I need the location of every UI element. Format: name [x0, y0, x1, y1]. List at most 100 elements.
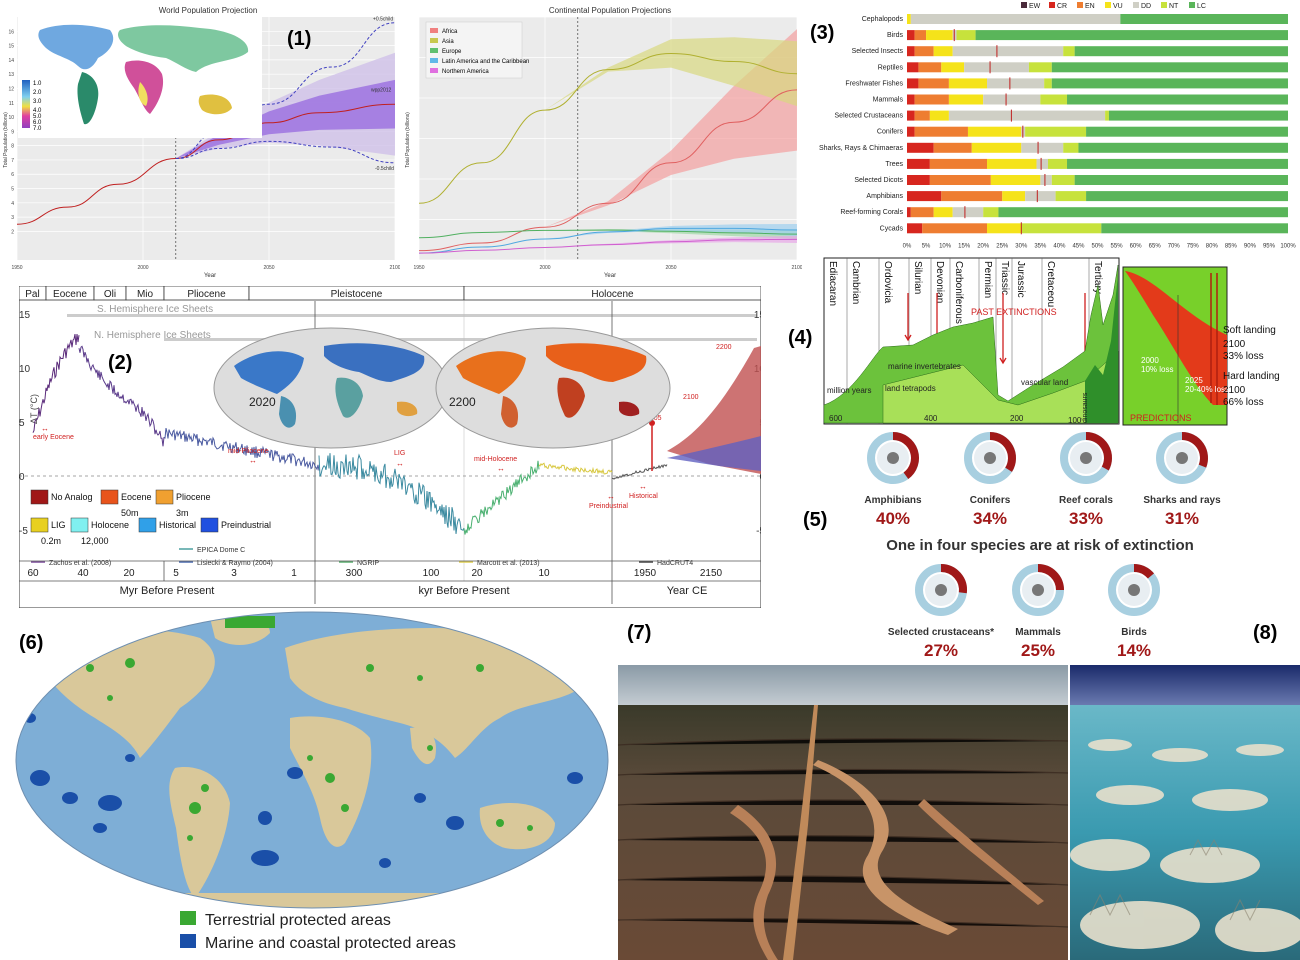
iucn-bar-segment	[929, 110, 949, 121]
risk-headline: One in four species are at risk of extin…	[886, 537, 1194, 554]
svg-text:↔: ↔	[497, 464, 505, 473]
predictions-label: PREDICTIONS	[1130, 413, 1192, 423]
donut-percent: 34%	[973, 509, 1007, 528]
iucn-bar-segment	[1047, 158, 1068, 169]
panel-label-5: (5)	[803, 509, 828, 531]
geologic-period-label: Triassic	[999, 261, 1010, 295]
donut-conifers: Conifers 34%	[964, 432, 1016, 528]
iucn-bar-segment	[1051, 175, 1075, 185]
continental-line-1	[418, 52, 798, 204]
iucn-category-label: Sharks, Rays & Chimaeras	[819, 145, 904, 152]
iucn-bar-segment	[983, 94, 1041, 105]
coral-bleaching-photo	[1070, 665, 1300, 960]
svg-text:↔: ↔	[41, 424, 49, 433]
anno-historical: Historical	[629, 493, 658, 500]
epoch-label: Mio	[137, 289, 154, 300]
iucn-category-label: Birds	[887, 32, 903, 39]
epoch-label: Pliocene	[187, 289, 226, 300]
legend-marine-label: Marine and coastal protected areas	[205, 935, 456, 952]
pred-2000-year: 2000	[1141, 356, 1159, 365]
continental-population-chart: Continental Population Projections Year …	[405, 6, 802, 279]
iucn-bar-segment	[929, 158, 988, 169]
iucn-bar-segment	[1025, 191, 1056, 202]
panel-label-1: (1)	[287, 28, 312, 50]
protected-areas-panel: Terrestrial protected areas Marine and c…	[0, 608, 618, 960]
iucn-bar-segment	[918, 62, 942, 73]
iucn-legend-swatch	[1133, 2, 1139, 8]
paleo-ytick-right: 15	[754, 310, 761, 321]
paleo-ytick-left: 15	[19, 310, 31, 321]
panel-label-8: (8)	[1253, 622, 1278, 644]
paleo-curve-segment	[318, 453, 465, 534]
iucn-bar-segment	[907, 207, 911, 218]
iucn-bar-segment	[971, 142, 1022, 153]
iucn-xtick: 15%	[958, 243, 971, 249]
paleo-legend-sub: 3m	[176, 508, 189, 518]
map-year-2200: 2200	[449, 395, 476, 409]
paleo-legend-label: LIG	[51, 520, 66, 530]
iucn-bar-segment	[987, 158, 1037, 169]
paleo-source-label: NGRIP	[357, 560, 380, 567]
paleo-source-label: Lisiecki & Raymo (2004)	[197, 560, 273, 567]
iucn-bar-segment	[975, 30, 1288, 41]
donut-sharks-and-rays: Sharks and rays 31%	[1143, 432, 1221, 528]
iucn-bar-segment	[1063, 46, 1075, 57]
soft-landing-loss: 33% loss	[1223, 351, 1264, 362]
world-pop-xlabel: Year	[204, 273, 216, 279]
axis-600: 600	[829, 414, 843, 423]
iucn-bar-segment	[914, 110, 930, 121]
world-pop-ytick: 13	[8, 72, 14, 78]
paleo-ytick-left: -5	[19, 526, 28, 537]
paleo-legend-swatch	[30, 517, 49, 533]
iucn-xtick: 90%	[1244, 243, 1257, 249]
paleo-xtick: 100	[423, 568, 440, 579]
svg-text:↔: ↔	[249, 456, 257, 465]
iucn-bar-segment	[1067, 158, 1288, 169]
hard-landing-label: Hard landing	[1223, 371, 1280, 382]
epoch-label: Pal	[25, 289, 39, 300]
donut-percent: 31%	[1165, 509, 1199, 528]
iucn-bar-segment	[948, 110, 1106, 121]
iucn-bar-segment	[1120, 14, 1288, 24]
map-2020: 2020	[213, 327, 449, 449]
iucn-category-label: Selected Crustaceans	[835, 113, 904, 120]
iucn-bar-segment	[998, 207, 1288, 218]
legend-marine-swatch	[180, 934, 196, 948]
paleo-legend-swatch	[155, 489, 174, 505]
iucn-xtick: 50%	[1091, 243, 1104, 249]
map-legend-tick-7: 7.0	[33, 126, 42, 132]
world-pop-ytick: 5	[11, 187, 14, 193]
pred-2025-year: 2025	[1185, 376, 1203, 385]
paleo-legend-label: Holocene	[91, 520, 129, 530]
donut-percent: 14%	[1117, 641, 1151, 660]
geologic-period-label: Ediacaran	[827, 261, 838, 306]
iucn-category-label: Selected Dicots	[854, 177, 903, 184]
iucn-bar-segment	[1040, 175, 1052, 185]
iucn-bar-segment	[1086, 126, 1288, 137]
iucn-bar-segment	[1074, 46, 1288, 57]
continental-legend: Africa Asia Europe Latin America and the…	[425, 21, 529, 79]
iucn-bar-segment	[1025, 126, 1087, 137]
iucn-legend-swatch	[1021, 2, 1027, 8]
paleo-legend-label: Preindustrial	[221, 520, 271, 530]
iucn-bar-segment	[910, 14, 1121, 24]
iucn-xtick: 5%	[922, 243, 931, 249]
iucn-bar-segment	[1105, 110, 1109, 121]
iucn-legend-label: VU	[1113, 3, 1123, 10]
geologic-period-label: Jurassic	[1015, 261, 1026, 298]
paleo-xtick: 5	[173, 568, 179, 579]
paleo-source-label: HadCRUT4	[657, 560, 693, 567]
world-population-panel: World Population Projection Year Total P…	[0, 0, 400, 282]
iucn-bar-segment	[1044, 78, 1052, 89]
anno-early-eocene: early Eocene	[33, 434, 74, 441]
donut-label: Amphibians	[864, 495, 922, 506]
iucn-category-label: Conifers	[877, 129, 904, 136]
iucn-bar-segment	[914, 94, 949, 105]
svg-text:↔: ↔	[639, 482, 647, 491]
iucn-xtick: 40%	[1053, 243, 1066, 249]
iucn-bar-segment	[1101, 223, 1288, 234]
donut-amphibians: Amphibians 40%	[864, 432, 922, 528]
donut-selected-crustaceans-: Selected crustaceans* 27%	[888, 564, 994, 660]
anno-2100: 2100	[683, 394, 699, 401]
donut-percent: 27%	[924, 641, 958, 660]
